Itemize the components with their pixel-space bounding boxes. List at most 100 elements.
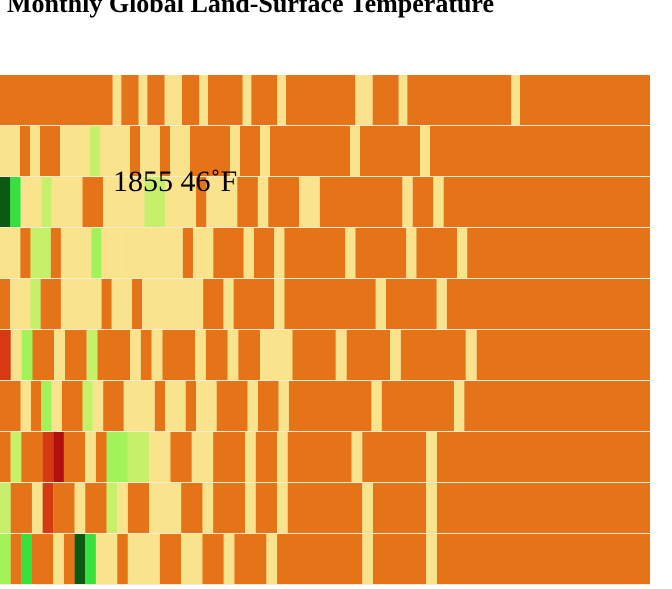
heatmap-cell[interactable]: [95, 432, 107, 482]
heatmap-cell[interactable]: [511, 75, 520, 125]
heatmap-cell[interactable]: [51, 381, 62, 431]
heatmap-cell[interactable]: [426, 483, 437, 533]
heatmap-cell[interactable]: [95, 534, 118, 584]
heatmap-cell[interactable]: [213, 432, 246, 482]
heatmap-cell[interactable]: [144, 177, 166, 227]
heatmap-cell[interactable]: [154, 381, 166, 431]
heatmap-cell[interactable]: [159, 534, 182, 584]
heatmap-cell[interactable]: [86, 330, 98, 380]
heatmap-cell[interactable]: [30, 279, 41, 329]
heatmap-cell[interactable]: [251, 75, 278, 125]
heatmap-cell[interactable]: [420, 126, 430, 176]
heatmap-cell[interactable]: [240, 126, 260, 176]
heatmap-cell[interactable]: [355, 228, 407, 278]
heatmap-cell[interactable]: [385, 279, 437, 329]
heatmap-cell[interactable]: [149, 432, 171, 482]
heatmap-cell[interactable]: [21, 330, 33, 380]
heatmap-cell[interactable]: [31, 534, 54, 584]
heatmap-cell[interactable]: [416, 228, 458, 278]
heatmap-cell[interactable]: [132, 279, 143, 329]
heatmap-cell[interactable]: [130, 330, 141, 380]
heatmap-cell[interactable]: [255, 483, 278, 533]
heatmap-cell[interactable]: [216, 381, 248, 431]
heatmap-cell[interactable]: [287, 483, 363, 533]
heatmap-cell[interactable]: [10, 279, 31, 329]
heatmap-cell[interactable]: [446, 279, 651, 329]
heatmap-cell[interactable]: [185, 381, 197, 431]
heatmap-cell[interactable]: [127, 483, 150, 533]
heatmap-cell[interactable]: [0, 432, 11, 482]
heatmap-cell[interactable]: [165, 381, 186, 431]
heatmap-cell[interactable]: [360, 126, 420, 176]
heatmap-cell[interactable]: [0, 126, 20, 176]
heatmap-cell[interactable]: [277, 75, 286, 125]
heatmap-cell[interactable]: [112, 75, 122, 125]
heatmap-cell[interactable]: [30, 228, 51, 278]
heatmap-cell[interactable]: [191, 432, 214, 482]
heatmap-cell[interactable]: [457, 228, 468, 278]
heatmap-cell[interactable]: [390, 330, 401, 380]
heatmap-cell[interactable]: [85, 432, 96, 482]
heatmap-cell[interactable]: [520, 75, 650, 125]
heatmap-cell[interactable]: [277, 534, 363, 584]
heatmap-cell[interactable]: [42, 483, 54, 533]
heatmap-cell[interactable]: [10, 432, 22, 482]
heatmap-cell[interactable]: [164, 75, 182, 125]
heatmap-cell[interactable]: [92, 381, 104, 431]
heatmap-cell[interactable]: [106, 432, 128, 482]
heatmap-cell[interactable]: [103, 381, 124, 431]
heatmap-cell[interactable]: [238, 330, 260, 380]
heatmap-cell[interactable]: [270, 126, 350, 176]
heatmap-cell[interactable]: [142, 279, 204, 329]
heatmap-cell[interactable]: [335, 330, 347, 380]
heatmap-cell[interactable]: [0, 75, 113, 125]
heatmap-cell[interactable]: [268, 177, 300, 227]
heatmap-cell[interactable]: [319, 177, 403, 227]
heatmap-cell[interactable]: [230, 126, 240, 176]
heatmap-cell[interactable]: [10, 483, 32, 533]
heatmap-cell[interactable]: [54, 330, 65, 380]
heatmap-cell[interactable]: [182, 75, 200, 125]
heatmap-cell[interactable]: [362, 483, 373, 533]
heatmap-cell[interactable]: [20, 228, 31, 278]
heatmap-cell[interactable]: [245, 483, 256, 533]
heatmap-cell[interactable]: [362, 432, 427, 482]
heatmap-cell[interactable]: [117, 483, 128, 533]
heatmap-cell[interactable]: [51, 177, 83, 227]
heatmap-cell[interactable]: [103, 177, 145, 227]
heatmap-cell[interactable]: [30, 126, 40, 176]
heatmap-cell[interactable]: [170, 126, 190, 176]
heatmap-cell[interactable]: [465, 330, 477, 380]
heatmap-cell[interactable]: [20, 381, 31, 431]
heatmap-cell[interactable]: [277, 483, 288, 533]
heatmap-cell[interactable]: [351, 432, 363, 482]
heatmap-cell[interactable]: [362, 534, 373, 584]
heatmap-cell[interactable]: [149, 483, 182, 533]
heatmap-cell[interactable]: [206, 177, 238, 227]
heatmap-cell[interactable]: [82, 381, 93, 431]
heatmap-cell[interactable]: [20, 177, 42, 227]
heatmap-cell[interactable]: [402, 177, 413, 227]
heatmap-cell[interactable]: [287, 432, 352, 482]
heatmap-cell[interactable]: [430, 126, 650, 176]
heatmap-cell[interactable]: [371, 381, 382, 431]
heatmap-cell[interactable]: [63, 432, 86, 482]
heatmap-cell[interactable]: [0, 381, 21, 431]
heatmap-cell[interactable]: [278, 381, 289, 431]
heatmap-cell[interactable]: [90, 126, 100, 176]
heatmap-cell[interactable]: [284, 228, 346, 278]
heatmap-cell[interactable]: [32, 330, 55, 380]
heatmap-cell[interactable]: [40, 279, 61, 329]
heatmap-cell[interactable]: [299, 177, 320, 227]
heatmap-cell[interactable]: [60, 228, 92, 278]
heatmap-cell[interactable]: [467, 228, 650, 278]
heatmap-cell[interactable]: [381, 381, 454, 431]
heatmap-cell[interactable]: [398, 75, 408, 125]
heatmap-cell[interactable]: [190, 126, 230, 176]
heatmap-cell[interactable]: [436, 279, 447, 329]
heatmap-cell[interactable]: [192, 228, 214, 278]
heatmap-cell[interactable]: [10, 534, 22, 584]
heatmap-cell[interactable]: [140, 126, 160, 176]
heatmap-cell[interactable]: [127, 432, 150, 482]
heatmap-cell[interactable]: [292, 330, 336, 380]
